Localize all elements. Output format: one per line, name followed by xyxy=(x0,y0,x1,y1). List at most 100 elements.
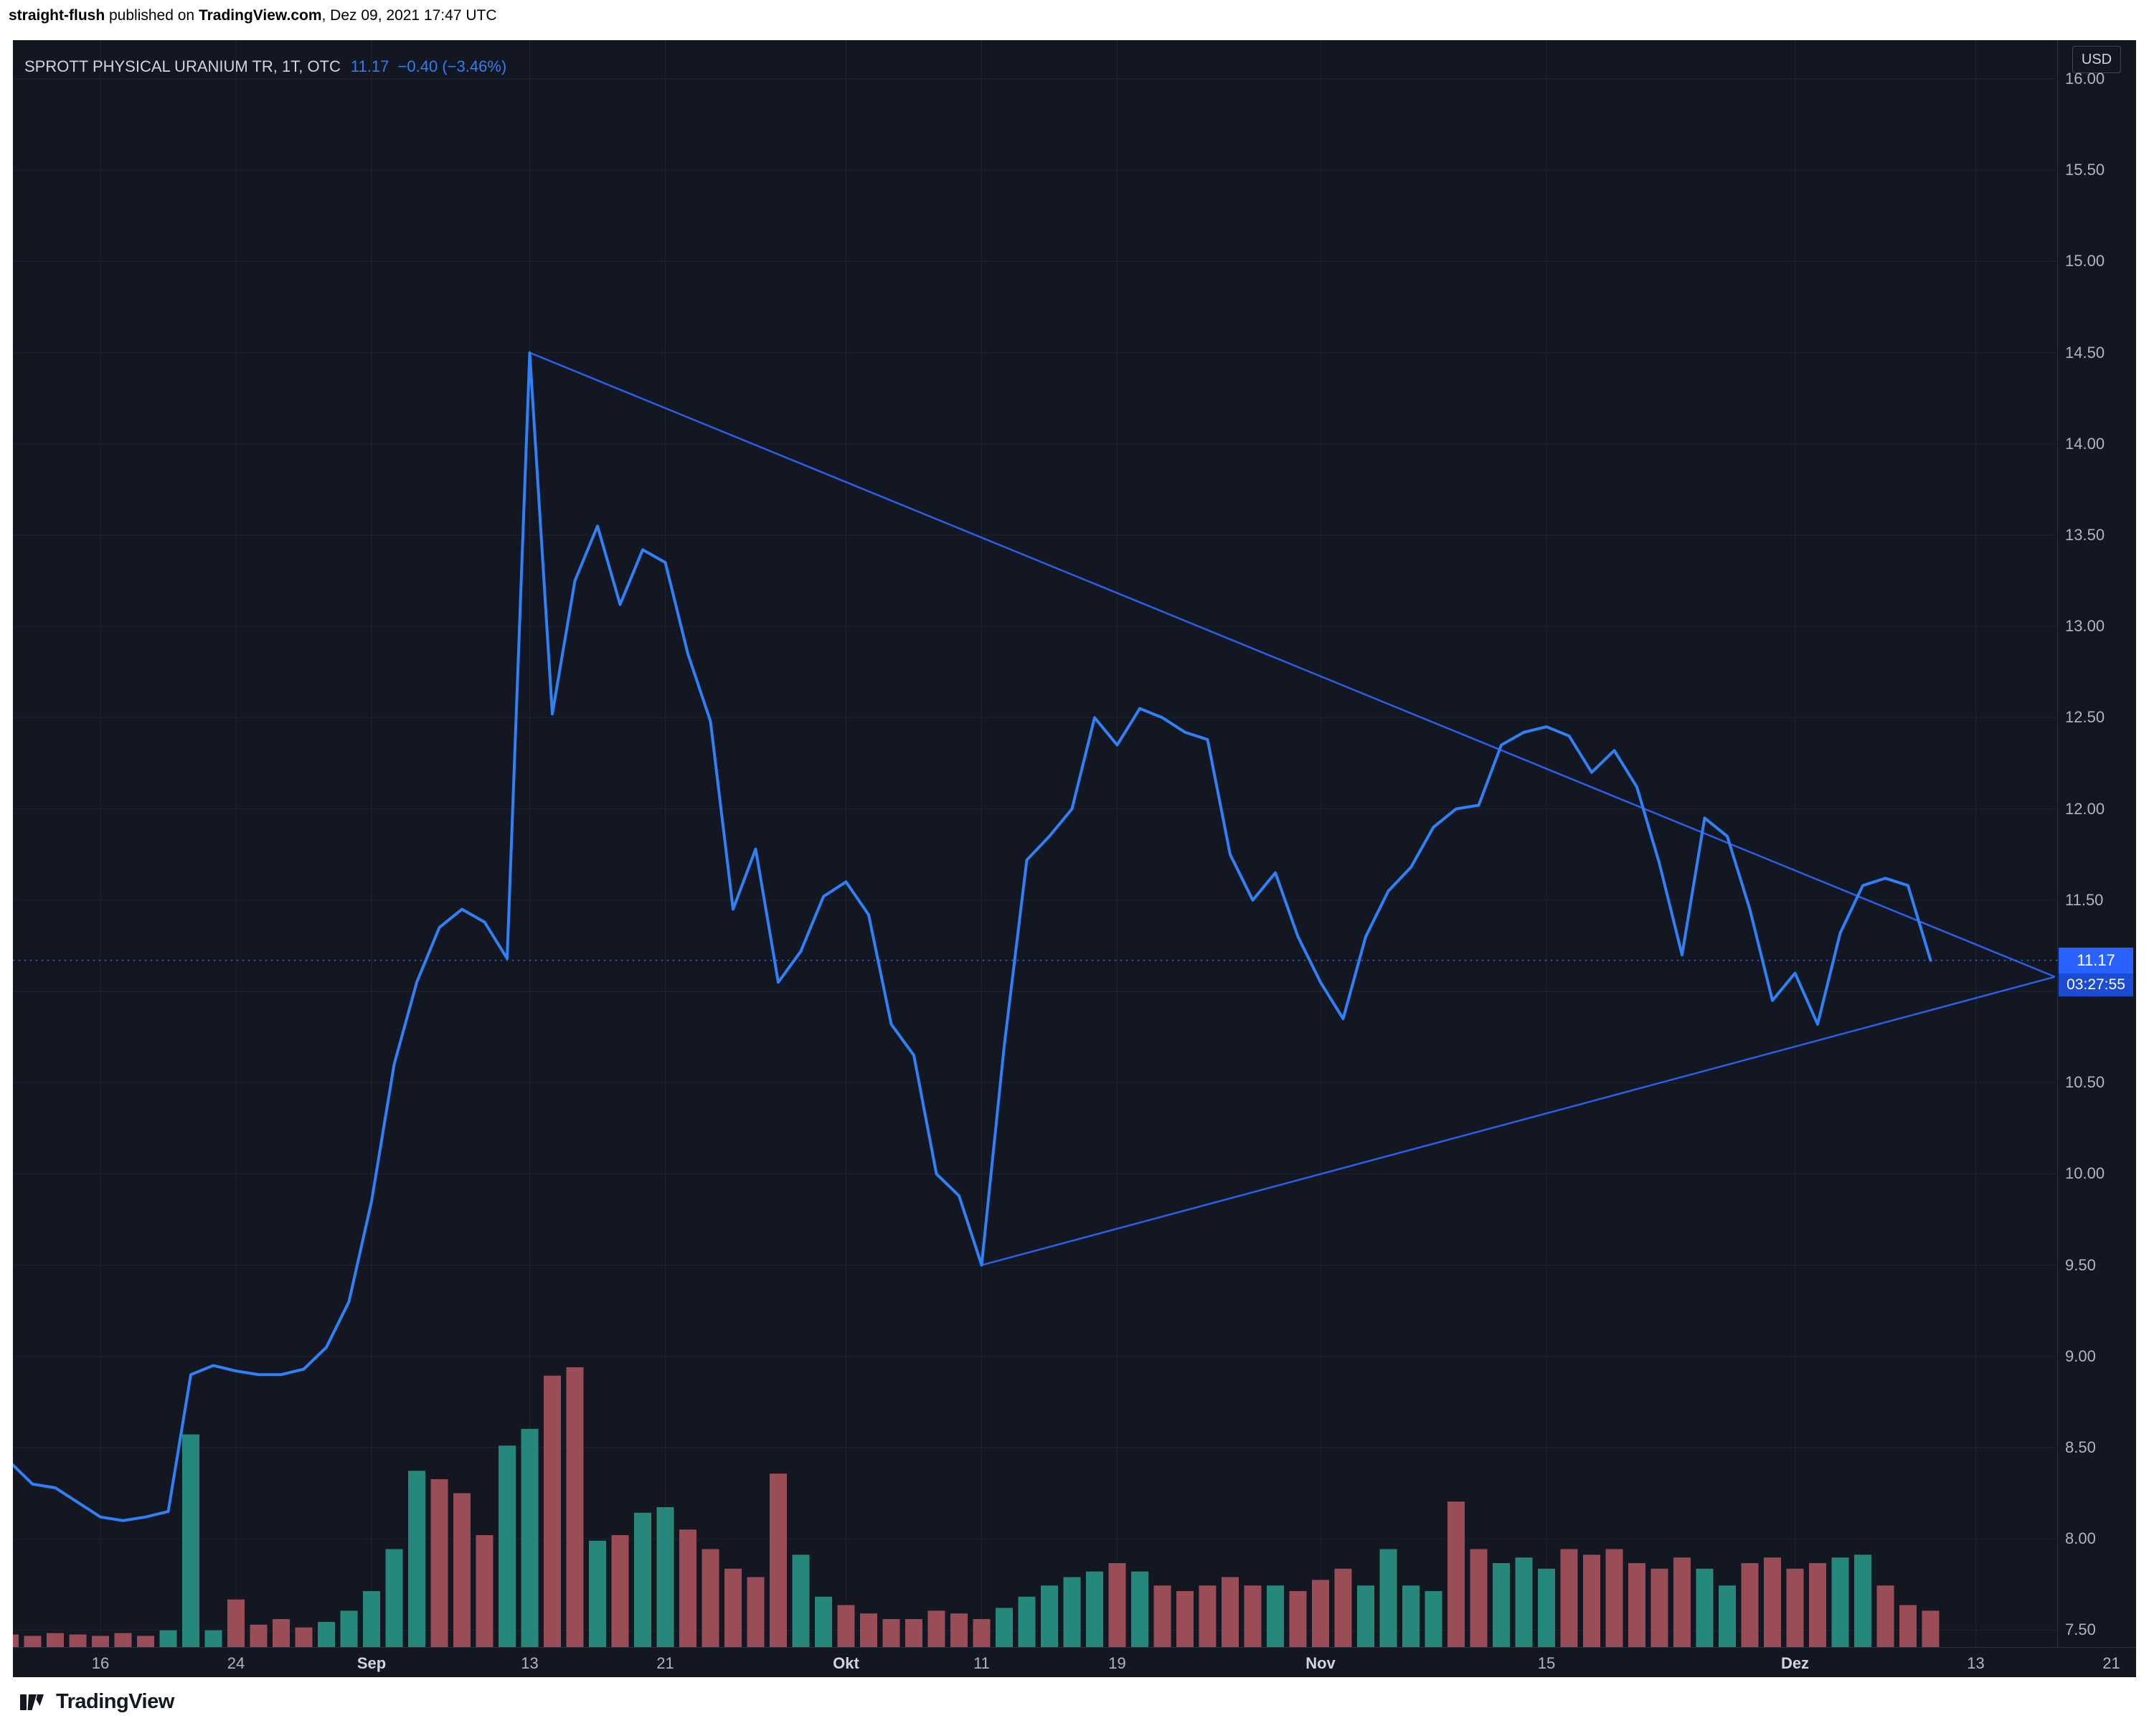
volume-bar xyxy=(408,1471,425,1647)
volume-bar xyxy=(1153,1585,1171,1647)
price-tick-label: 14.00 xyxy=(2065,434,2105,453)
volume-bar xyxy=(273,1619,290,1647)
currency-button[interactable]: USD xyxy=(2072,46,2121,73)
symbol-title[interactable]: SPROTT PHYSICAL URANIUM TR, 1T, OTC xyxy=(24,57,341,75)
volume-bar xyxy=(566,1367,584,1647)
volume-bar xyxy=(973,1619,991,1647)
volume-bar xyxy=(340,1610,358,1647)
tradingview-footer[interactable]: TradingView xyxy=(20,1690,174,1714)
volume-bar xyxy=(521,1428,539,1647)
bar-countdown: 03:27:55 xyxy=(2059,973,2133,996)
volume-bar xyxy=(1470,1549,1488,1647)
volume-bar xyxy=(1650,1568,1668,1647)
volume-bar xyxy=(837,1605,855,1647)
volume-bar xyxy=(1515,1557,1533,1647)
price-tick-label: 13.00 xyxy=(2065,617,2105,636)
volume-bar xyxy=(24,1636,42,1647)
attribution-site: TradingView.com xyxy=(198,7,322,24)
volume-bar xyxy=(1741,1563,1759,1647)
volume-bar xyxy=(1086,1571,1103,1647)
change-percent-value: (−3.46%) xyxy=(442,57,507,75)
price-tick-label: 13.50 xyxy=(2065,526,2105,544)
volume-bar xyxy=(544,1375,561,1647)
volume-bar xyxy=(1244,1585,1262,1647)
volume-bar xyxy=(13,1634,19,1647)
tradingview-logo-icon xyxy=(20,1694,44,1710)
volume-bar xyxy=(1176,1591,1194,1647)
chart-plot-canvas[interactable] xyxy=(13,40,2057,1647)
price-tick-label: 15.00 xyxy=(2065,252,2105,270)
price-tick-label: 9.00 xyxy=(2065,1346,2096,1365)
price-tick-label: 12.00 xyxy=(2065,799,2105,818)
volume-bar xyxy=(1267,1585,1284,1647)
volume-bar xyxy=(250,1624,268,1647)
volume-bar xyxy=(1786,1568,1804,1647)
time-tick-label: Sep xyxy=(356,1654,387,1672)
price-tick-label: 11.50 xyxy=(2065,890,2104,909)
volume-bar xyxy=(1063,1577,1081,1647)
volume-bar xyxy=(1854,1555,1871,1647)
time-axis[interactable]: 16 24 Sep 13 21 Okt 11 19 Nov 15 Dez 13 21 xyxy=(13,1647,2136,1677)
time-tick-label: 16 xyxy=(91,1654,110,1672)
time-tick-label: 13 xyxy=(1967,1654,1985,1672)
price-tick-label: 14.50 xyxy=(2065,343,2105,362)
volume-bar xyxy=(815,1596,832,1647)
time-tick-label: Okt xyxy=(833,1654,859,1672)
volume-bar xyxy=(634,1512,651,1647)
price-tick-label: 10.00 xyxy=(2065,1164,2105,1183)
volume-bar xyxy=(499,1445,516,1647)
trendline xyxy=(981,976,2056,1266)
tradingview-wordmark: TradingView xyxy=(56,1690,174,1713)
volume-bar xyxy=(227,1599,245,1647)
volume-bar xyxy=(1402,1585,1420,1647)
volume-bar xyxy=(1334,1568,1352,1647)
volume-bar xyxy=(589,1540,606,1647)
volume-bar xyxy=(1809,1563,1826,1647)
volume-bar xyxy=(905,1619,922,1647)
volume-bar xyxy=(430,1479,448,1647)
price-line-series xyxy=(13,351,1932,1522)
price-tick-label: 12.50 xyxy=(2065,708,2105,727)
volume-bar xyxy=(159,1630,177,1647)
volume-bar xyxy=(204,1630,222,1647)
price-tick-label: 8.00 xyxy=(2065,1529,2096,1548)
volume-bar xyxy=(1493,1563,1510,1647)
price-axis[interactable]: USD 11.17 03:27:55 16.00 15.50 15.00 14.50 1… xyxy=(2057,40,2136,1647)
volume-bar xyxy=(182,1434,199,1647)
volume-bar xyxy=(656,1507,674,1647)
volume-bar xyxy=(1425,1591,1442,1647)
volume-bar xyxy=(1357,1585,1374,1647)
attribution-datetime: , Dez 09, 2021 17:47 UTC xyxy=(321,7,497,24)
volume-bar xyxy=(363,1591,380,1647)
volume-bar xyxy=(295,1627,313,1647)
volume-bar xyxy=(996,1608,1013,1647)
current-price-label: 11.17 03:27:55 xyxy=(2059,947,2133,996)
time-tick-label: 13 xyxy=(521,1654,539,1672)
volume-bar xyxy=(1289,1591,1307,1647)
trendline xyxy=(529,352,2056,978)
volume-bar xyxy=(679,1529,696,1647)
volume-bar xyxy=(1447,1501,1465,1647)
volume-bar xyxy=(1899,1605,1917,1647)
attribution-published-text: published on xyxy=(105,7,199,24)
volume-bar xyxy=(1876,1585,1894,1647)
volume-bar xyxy=(770,1473,787,1647)
price-tick-label: 9.50 xyxy=(2065,1255,2096,1274)
volume-bar xyxy=(69,1634,87,1647)
volume-bar xyxy=(1131,1571,1148,1647)
volume-bar xyxy=(114,1633,132,1647)
price-tick-label: 10.50 xyxy=(2065,1073,2105,1092)
time-tick-label: 24 xyxy=(227,1654,245,1672)
time-tick-label: 21 xyxy=(656,1654,674,1672)
price-tick-label: 8.50 xyxy=(2065,1438,2096,1456)
volume-bar xyxy=(1628,1563,1645,1647)
volume-bar xyxy=(137,1636,154,1647)
volume-bar xyxy=(1719,1585,1736,1647)
volume-bar xyxy=(792,1555,810,1647)
volume-bar xyxy=(860,1613,877,1647)
volume-bar xyxy=(724,1568,742,1647)
volume-bar xyxy=(1538,1568,1555,1647)
attribution-username: straight-flush xyxy=(9,7,105,24)
volume-bar xyxy=(1673,1557,1691,1647)
time-tick-label: 15 xyxy=(1537,1654,1556,1672)
